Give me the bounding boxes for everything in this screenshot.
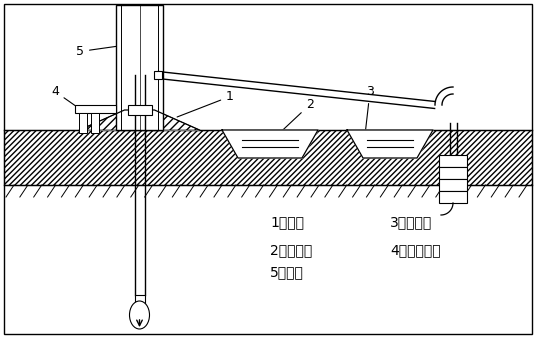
Bar xyxy=(154,71,162,79)
Polygon shape xyxy=(79,110,199,130)
Text: 2、储浆池: 2、储浆池 xyxy=(270,243,312,257)
Text: 4、工作平台: 4、工作平台 xyxy=(390,243,441,257)
Text: 3: 3 xyxy=(366,85,374,132)
Bar xyxy=(79,113,87,133)
Text: 2: 2 xyxy=(272,98,314,140)
Bar xyxy=(75,105,116,113)
Polygon shape xyxy=(79,110,199,130)
Text: 4: 4 xyxy=(51,85,78,107)
Bar xyxy=(439,191,467,203)
Bar xyxy=(91,113,99,133)
Text: 1、土台: 1、土台 xyxy=(270,215,304,229)
Text: 5: 5 xyxy=(76,45,123,58)
Bar xyxy=(135,295,145,310)
Bar xyxy=(439,155,467,167)
Bar xyxy=(128,105,152,115)
Text: 1: 1 xyxy=(177,90,234,117)
Bar xyxy=(439,179,467,191)
Text: 3、沉淀池: 3、沉淀池 xyxy=(390,215,432,229)
Text: 5、钻机: 5、钻机 xyxy=(270,265,304,279)
Polygon shape xyxy=(347,130,433,158)
Bar xyxy=(439,167,467,179)
Ellipse shape xyxy=(130,301,150,329)
Polygon shape xyxy=(222,130,318,158)
Bar xyxy=(4,130,532,185)
Bar xyxy=(116,5,163,130)
